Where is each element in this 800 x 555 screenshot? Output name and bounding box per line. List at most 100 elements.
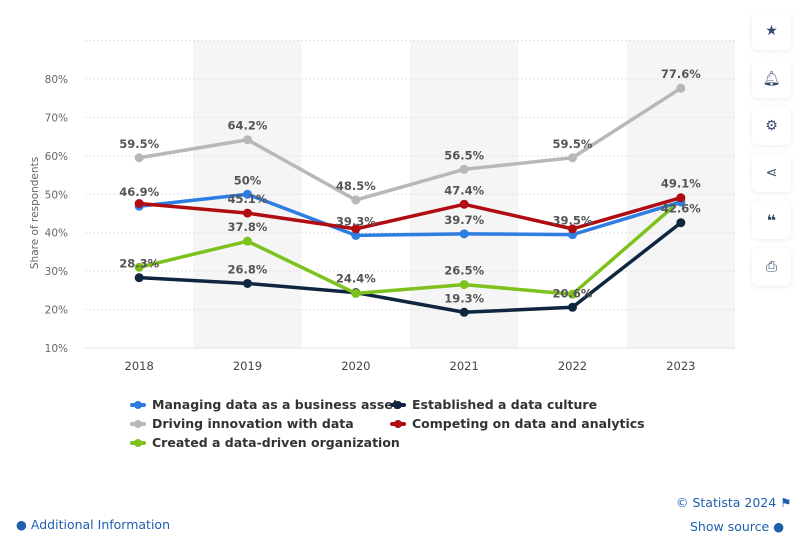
print-button[interactable]: ⎙ [752, 248, 791, 286]
data-label: 47.4% [444, 183, 484, 197]
data-label: 49.1% [661, 177, 701, 191]
show-source-link[interactable]: Show source ● [690, 519, 784, 534]
cite-button[interactable]: ❝ [752, 201, 791, 239]
x-tick-label: 2020 [341, 359, 370, 373]
y-tick-label: 20% [45, 305, 68, 317]
y-tick-label: 70% [45, 112, 68, 124]
series-line [138, 86, 682, 202]
data-point [243, 278, 252, 288]
x-tick-label: 2019 [233, 359, 262, 373]
legend-label: Competing on data and analytics [412, 416, 645, 431]
favorite-button[interactable]: ★ [752, 12, 791, 50]
legend-item[interactable]: Driving innovation with data [130, 416, 354, 431]
data-point [568, 302, 577, 312]
data-point [134, 199, 144, 209]
flag-icon: ⚑ [780, 495, 792, 510]
data-label: 48.5% [336, 179, 376, 193]
data-label: 59.5% [553, 137, 593, 151]
legend-item[interactable]: Created a data-driven organization [130, 435, 400, 450]
data-point [459, 229, 469, 239]
x-tick-label: 2021 [450, 359, 479, 373]
data-point [459, 307, 469, 317]
data-point [243, 189, 252, 199]
data-point [459, 164, 469, 174]
data-label: 42.6% [661, 202, 701, 216]
legend-label: Created a data-driven organization [152, 435, 400, 450]
data-point [568, 289, 577, 299]
show-source-text: Show source [690, 519, 770, 534]
data-label: 50% [234, 173, 262, 187]
legend-swatch [130, 438, 146, 447]
y-tick-label: 60% [45, 151, 68, 163]
data-label: 59.5% [119, 137, 159, 151]
copyright-link[interactable]: © Statista 2024 ⚑ [676, 495, 791, 510]
star-icon: ★ [765, 23, 778, 39]
data-label: 64.2% [228, 119, 268, 133]
data-label: 56.5% [444, 148, 484, 162]
info-icon: ● [773, 519, 785, 534]
share-button[interactable]: ⋖ [752, 154, 791, 192]
bell-icon: 🔔︎ [762, 71, 781, 87]
data-point [243, 236, 252, 246]
data-label: 20.6% [553, 286, 593, 300]
data-point [459, 199, 469, 209]
data-point [459, 280, 469, 290]
y-tick-label: 50% [45, 189, 68, 201]
data-label: 45.1% [228, 192, 268, 206]
series-driving-innovation-with-data [134, 83, 686, 205]
y-tick-label: 40% [45, 228, 68, 240]
share-icon: ⋖ [765, 165, 778, 181]
line-chart: 10% 20% 30% 40% 50% 60% 70% 80% 2018 2019 2020 2021… [29, 40, 735, 373]
data-point [351, 224, 361, 234]
legend-item[interactable]: Managing data as a business asset [130, 397, 399, 412]
copyright-text: © Statista 2024 [676, 495, 777, 510]
gear-icon: ⚙ [765, 118, 778, 134]
legend-swatch [390, 419, 406, 428]
additional-information-link[interactable]: ● Additional Information [16, 517, 170, 532]
series-line [139, 196, 682, 231]
legend-label: Managing data as a business asset [152, 397, 399, 412]
series-line [139, 221, 682, 315]
data-label: 26.5% [444, 264, 484, 278]
legend-label: Driving innovation with data [152, 416, 354, 431]
series-line [138, 198, 682, 296]
y-tick-label: 80% [45, 74, 68, 86]
data-point [243, 135, 252, 145]
data-label: 26.8% [228, 262, 268, 276]
data-point [568, 224, 577, 234]
data-label: 46.9% [119, 185, 159, 199]
data-point [134, 273, 144, 283]
data-label: 19.3% [444, 291, 484, 305]
band [410, 40, 519, 348]
data-point [134, 153, 144, 163]
series-competing-on-data-and-analytics [134, 193, 686, 234]
data-point [676, 218, 686, 228]
additional-information-text: Additional Information [30, 517, 170, 532]
data-label: 39.7% [444, 213, 484, 227]
data-point [568, 153, 577, 163]
data-point [351, 195, 361, 205]
y-tick-label: 30% [45, 266, 68, 278]
info-icon: ● [16, 517, 27, 532]
data-point [676, 83, 686, 93]
legend-swatch [130, 419, 146, 428]
data-point [351, 230, 361, 240]
data-label: 77.6% [661, 67, 701, 81]
x-tick-label: 2018 [125, 359, 154, 373]
data-label: 39.5% [553, 214, 593, 228]
x-tick-label: 2023 [666, 359, 695, 373]
y-tick-label: 10% [45, 343, 68, 355]
notification-button[interactable]: 🔔︎ [752, 60, 791, 98]
x-tick-label: 2022 [558, 359, 587, 373]
legend-label: Established a data culture [412, 397, 598, 412]
data-point [243, 208, 252, 218]
data-point [351, 288, 361, 298]
settings-button[interactable]: ⚙ [752, 107, 791, 145]
print-icon: ⎙ [765, 259, 778, 275]
data-label: 39.3% [336, 214, 376, 228]
legend-item[interactable]: Established a data culture [390, 397, 597, 412]
quote-icon: ❝ [766, 210, 777, 230]
legend-swatch [390, 400, 406, 409]
data-point [134, 262, 144, 272]
legend-item[interactable]: Competing on data and analytics [390, 416, 645, 431]
